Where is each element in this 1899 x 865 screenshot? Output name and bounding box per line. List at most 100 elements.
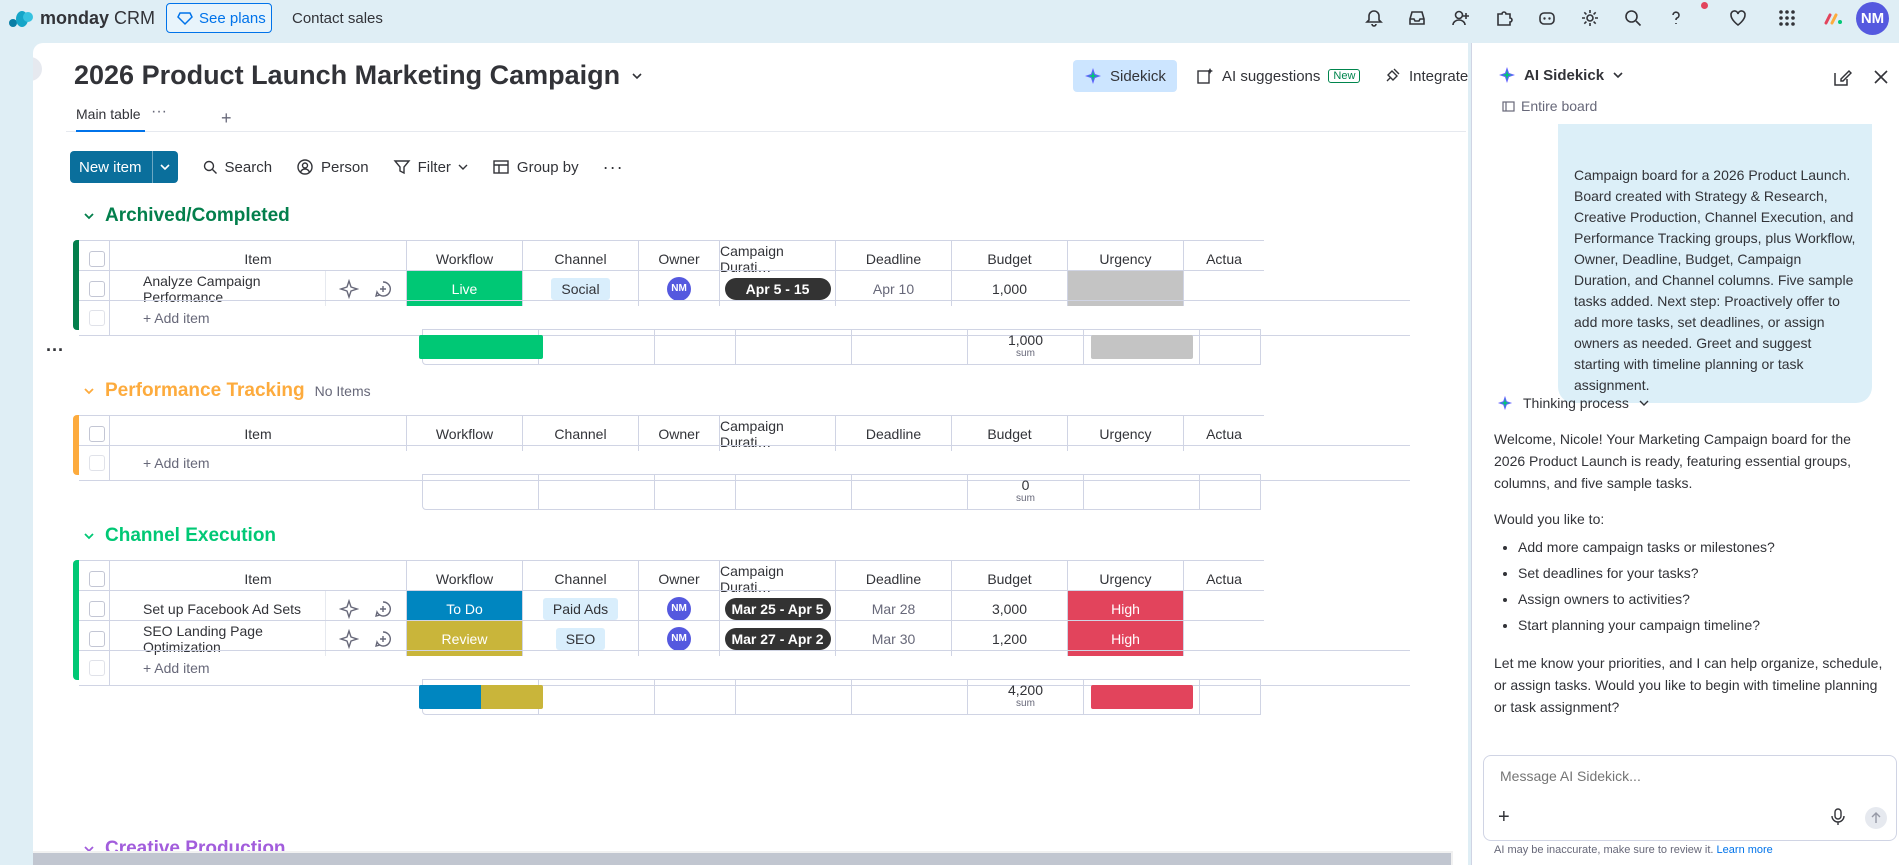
column-header-item[interactable]: Item [110, 416, 407, 451]
search-icon[interactable] [1623, 8, 1643, 28]
contact-sales-link[interactable]: Contact sales [292, 10, 383, 27]
sidekick-button[interactable]: Sidekick [1073, 60, 1177, 92]
column-header-deadline[interactable]: Deadline [836, 416, 952, 451]
checkbox[interactable] [89, 600, 105, 617]
column-header-channel[interactable]: Channel [523, 561, 639, 596]
search-button[interactable]: Search [202, 159, 272, 176]
chevron-down-icon[interactable] [83, 385, 95, 397]
item-name-cell[interactable]: Set up Facebook Ad Sets [110, 591, 326, 626]
select-all-checkbox-cell[interactable] [79, 561, 110, 596]
new-item-button[interactable]: New item [70, 151, 178, 183]
person-filter-button[interactable]: Person [296, 158, 369, 176]
add-item-row[interactable]: + Add item [79, 445, 1410, 481]
group-title-archived[interactable]: Archived/Completed [83, 205, 290, 227]
user-avatar[interactable]: NM [1856, 2, 1889, 35]
add-item-row[interactable]: + Add item [79, 650, 1410, 686]
column-header-item[interactable]: Item [110, 241, 407, 276]
expand-sidebar-button[interactable] [33, 57, 42, 81]
tab-options-icon[interactable]: ··· [151, 103, 167, 120]
microphone-icon[interactable] [1830, 808, 1846, 826]
scrollbar-thumb[interactable] [33, 853, 1451, 865]
deadline-cell[interactable]: Apr 10 [836, 271, 952, 306]
column-header-channel[interactable]: Channel [523, 241, 639, 276]
help-icon[interactable] [1666, 8, 1686, 28]
budget-cell[interactable]: 3,000 [952, 591, 1068, 626]
close-icon[interactable] [1872, 68, 1890, 86]
column-header-workflow[interactable]: Workflow [407, 416, 523, 451]
budget-cell[interactable]: 1,200 [952, 621, 1068, 656]
add-item-row[interactable]: + Add item [79, 300, 1410, 336]
owner-cell[interactable]: NM [639, 271, 720, 306]
column-header-urgency[interactable]: Urgency [1068, 561, 1184, 596]
inbox-icon[interactable] [1407, 8, 1427, 28]
chevron-down-icon[interactable] [83, 530, 95, 542]
campaign-duration-cell[interactable]: Mar 27 - Apr 2 [720, 621, 836, 656]
group-title-channel[interactable]: Channel Execution [83, 525, 276, 547]
add-update-icon[interactable] [373, 629, 393, 649]
checkbox[interactable] [89, 630, 105, 647]
select-all-checkbox-cell[interactable] [79, 416, 110, 451]
column-header-owner[interactable]: Owner [639, 416, 720, 451]
invite-user-icon[interactable] [1451, 8, 1471, 28]
chevron-down-icon[interactable] [83, 210, 95, 222]
more-options-icon[interactable]: ··· [602, 156, 624, 177]
row-checkbox-cell[interactable] [79, 621, 110, 656]
sidekick-title[interactable]: AI Sidekick [1498, 66, 1624, 84]
add-update-icon[interactable] [373, 599, 393, 619]
chevron-down-icon[interactable] [458, 162, 468, 172]
add-view-button[interactable]: + [221, 108, 232, 128]
group-title-performance[interactable]: Performance Tracking No Items [83, 380, 371, 402]
thinking-process-toggle[interactable]: Thinking process [1497, 395, 1649, 411]
new-chat-edit-icon[interactable] [1832, 68, 1852, 88]
filter-button[interactable]: Filter [393, 158, 468, 176]
column-header-actual[interactable]: Actua [1206, 250, 1242, 267]
apps-grid-icon[interactable] [1777, 8, 1797, 28]
add-item-input[interactable]: + Add item [143, 660, 210, 676]
campaign-duration-cell[interactable]: Apr 5 - 15 [720, 271, 836, 306]
column-header-workflow[interactable]: Workflow [407, 241, 523, 276]
monday-logo[interactable]: monday CRM [8, 8, 155, 29]
tab-main-table[interactable]: Main table [76, 106, 145, 132]
apps-puzzle-icon[interactable] [1494, 8, 1514, 28]
channel-cell[interactable]: Paid Ads [523, 591, 639, 626]
settings-gear-icon[interactable] [1580, 8, 1600, 28]
checkbox[interactable] [89, 570, 105, 587]
column-header-deadline[interactable]: Deadline [836, 241, 952, 276]
select-all-checkbox-cell[interactable] [79, 241, 110, 276]
deadline-cell[interactable]: Mar 30 [836, 621, 952, 656]
row-checkbox-cell[interactable] [79, 271, 110, 306]
add-item-input[interactable]: + Add item [143, 310, 210, 326]
integrate-button[interactable]: Integrate [1383, 67, 1468, 85]
message-input[interactable] [1500, 768, 1840, 784]
learn-more-link[interactable]: Learn more [1716, 844, 1773, 856]
group-by-button[interactable]: Group by [492, 158, 579, 176]
ai-bot-icon[interactable] [1537, 8, 1557, 28]
column-header-deadline[interactable]: Deadline [836, 561, 952, 596]
column-header-item[interactable]: Item [110, 561, 407, 596]
owner-cell[interactable]: NM [639, 621, 720, 656]
column-header-workflow[interactable]: Workflow [407, 561, 523, 596]
campaign-duration-cell[interactable]: Mar 25 - Apr 5 [720, 591, 836, 626]
column-header-urgency[interactable]: Urgency [1068, 241, 1184, 276]
ai-sparkle-icon[interactable] [339, 278, 359, 299]
ai-sparkle-icon[interactable] [339, 628, 359, 649]
checkbox[interactable] [89, 280, 105, 297]
owner-cell[interactable]: NM [639, 591, 720, 626]
scope-selector[interactable]: Entire board [1502, 98, 1597, 114]
column-header-owner[interactable]: Owner [639, 241, 720, 276]
deadline-cell[interactable]: Mar 28 [836, 591, 952, 626]
add-item-input[interactable]: + Add item [143, 455, 210, 471]
checkbox[interactable] [89, 250, 105, 267]
bell-icon[interactable] [1364, 8, 1384, 28]
send-button[interactable] [1865, 807, 1887, 829]
heart-icon[interactable] [1728, 8, 1748, 28]
table-row[interactable]: Set up Facebook Ad Sets To Do Paid Ads N… [79, 590, 1264, 626]
channel-cell[interactable]: Social [523, 271, 639, 306]
horizontal-scrollbar[interactable] [33, 851, 1453, 865]
attach-plus-icon[interactable]: + [1498, 806, 1510, 828]
column-header-actual[interactable]: Actua [1206, 570, 1242, 587]
column-header-urgency[interactable]: Urgency [1068, 416, 1184, 451]
new-item-dropdown[interactable] [151, 151, 178, 183]
channel-cell[interactable]: SEO [523, 621, 639, 656]
ai-suggestions-button[interactable]: AI suggestions New [1196, 67, 1361, 85]
